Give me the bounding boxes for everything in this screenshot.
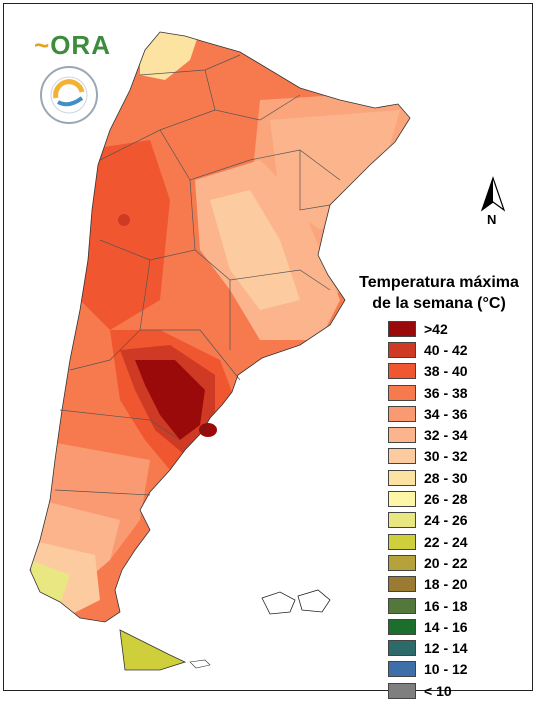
legend-label: 18 - 20	[424, 576, 468, 593]
legend-item: 20 - 22	[388, 552, 468, 573]
malvinas-islands	[261, 589, 331, 615]
legend-label: >42	[424, 320, 448, 337]
legend-item: 10 - 12	[388, 659, 468, 680]
legend-swatch	[388, 512, 416, 529]
province-boundaries	[54, 54, 341, 496]
legend-label: 40 - 42	[424, 341, 468, 358]
tierra-del-fuego	[119, 629, 187, 671]
legend-item: 32 - 34	[388, 424, 468, 445]
ora-logo: ~ORA	[34, 30, 111, 61]
legend-item: < 10	[388, 680, 468, 701]
legend-item: 18 - 20	[388, 574, 468, 595]
legend-swatch	[388, 640, 416, 657]
legend-swatch	[388, 427, 416, 444]
legend-item: 22 - 24	[388, 531, 468, 552]
legend-label: 22 - 24	[424, 533, 468, 550]
legend-item: 36 - 38	[388, 382, 468, 403]
north-arrow-icon	[480, 176, 506, 212]
legend-item: 16 - 18	[388, 595, 468, 616]
legend-label: 12 - 14	[424, 640, 468, 657]
legend-title: Temperatura máxima de la semana (°C)	[343, 272, 535, 314]
legend-swatch	[388, 491, 416, 508]
legend-label: 38 - 40	[424, 363, 468, 380]
smn-seal-logo	[40, 66, 98, 124]
legend-swatch	[388, 341, 416, 358]
legend-label: 20 - 22	[424, 554, 468, 571]
legend-item: 34 - 36	[388, 403, 468, 424]
country-outline	[29, 31, 411, 623]
north-letter: N	[487, 212, 497, 227]
legend-label: 10 - 12	[424, 661, 468, 678]
legend-label: 14 - 16	[424, 618, 468, 635]
legend-label: 28 - 30	[424, 469, 468, 486]
legend-label: 24 - 26	[424, 512, 468, 529]
legend-label: 32 - 34	[424, 427, 468, 444]
legend-swatch	[388, 363, 416, 380]
legend-swatch	[388, 661, 416, 678]
legend-label: 34 - 36	[424, 405, 468, 422]
peninsula-hotspot	[199, 423, 217, 437]
legend-item: 38 - 40	[388, 361, 468, 382]
legend-swatch	[388, 448, 416, 465]
ora-logo-text: ORA	[50, 30, 111, 60]
legend-swatch	[388, 682, 416, 699]
legend-item: 40 - 42	[388, 339, 468, 360]
legend-label: < 10	[424, 682, 452, 699]
legend-swatch	[388, 384, 416, 401]
legend-swatch	[388, 597, 416, 614]
legend-title-line1: Temperatura máxima	[359, 274, 519, 291]
legend-swatch	[388, 533, 416, 550]
legend-label: 30 - 32	[424, 448, 468, 465]
legend-title-line2: de la semana (°C)	[372, 295, 506, 312]
legend-swatch	[388, 469, 416, 486]
legend-label: 26 - 28	[424, 491, 468, 508]
legend-swatch	[388, 320, 416, 337]
legend-item: 12 - 14	[388, 637, 468, 658]
legend-item: 26 - 28	[388, 488, 468, 509]
legend-item: 28 - 30	[388, 467, 468, 488]
legend-label: 16 - 18	[424, 597, 468, 614]
legend-item: 14 - 16	[388, 616, 468, 637]
isla-de-los-estados	[189, 659, 211, 669]
legend-item: 30 - 32	[388, 446, 468, 467]
legend-swatch	[388, 554, 416, 571]
smn-seal-icon	[50, 76, 88, 114]
legend: >42 40 - 42 38 - 40 36 - 38 34 - 36 32 - 34 30…	[388, 318, 468, 701]
legend-swatch	[388, 618, 416, 635]
legend-item: 24 - 26	[388, 510, 468, 531]
legend-swatch	[388, 405, 416, 422]
swoosh-icon: ~	[34, 30, 51, 60]
legend-swatch	[388, 576, 416, 593]
legend-item: >42	[388, 318, 468, 339]
legend-label: 36 - 38	[424, 384, 468, 401]
